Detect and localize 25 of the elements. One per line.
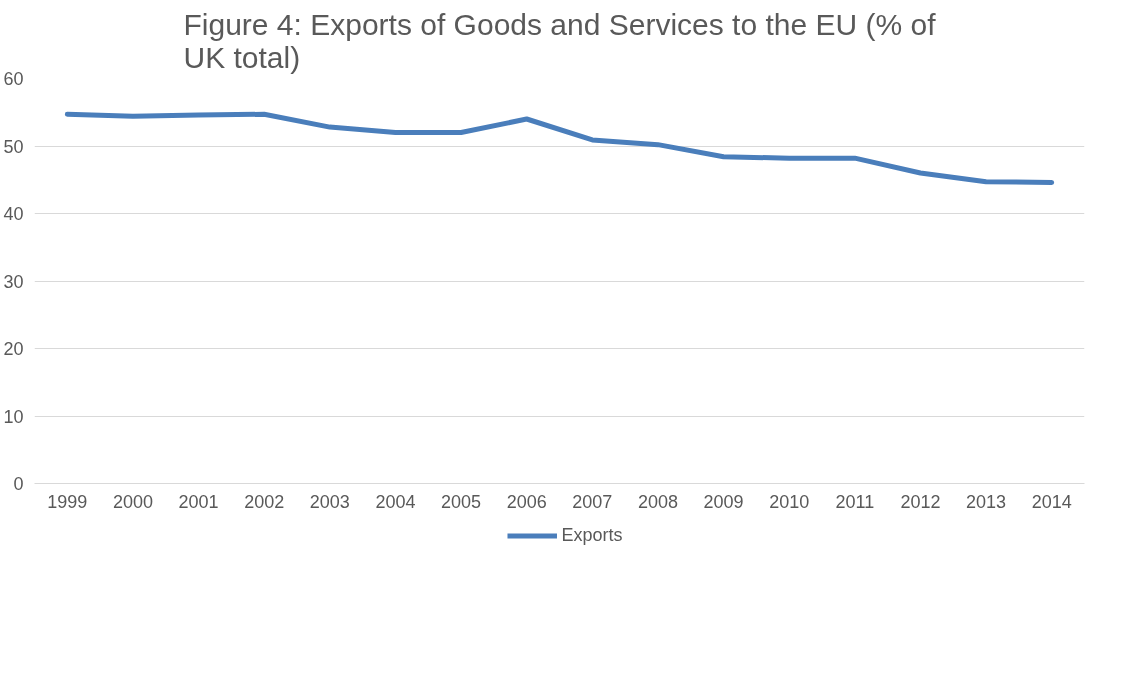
y-tick-label: 20: [3, 339, 24, 359]
y-tick-label: 50: [3, 136, 24, 157]
x-tick-label: 2000: [112, 491, 153, 512]
x-tick-label: 2013: [966, 491, 1007, 512]
x-tick-label: 2011: [835, 491, 875, 512]
x-tick-label: 2005: [441, 491, 482, 512]
y-tick-label: 30: [3, 271, 24, 292]
x-tick-label: 2010: [769, 491, 810, 512]
y-tick-label: 40: [3, 204, 24, 224]
y-tick-label: 0: [13, 474, 24, 494]
x-tick-label: 2008: [637, 491, 678, 512]
y-tick-label: 60: [3, 69, 24, 89]
x-tick-label: 2007: [572, 491, 613, 512]
x-tick-label: 2004: [375, 491, 416, 512]
x-tick-label: 2009: [703, 491, 744, 512]
chart-title: Figure 4: Exports of Goods and Services to the EU (% of UK total): [183, 7, 937, 74]
x-tick-label: 2002: [244, 491, 285, 512]
y-tick-label: 10: [3, 406, 24, 427]
x-tick-label: 1999: [47, 491, 88, 512]
x-tick-label: 2014: [1031, 491, 1072, 512]
x-tick-label: 2001: [178, 491, 219, 512]
x-tick-label: 2003: [309, 491, 350, 512]
legend-label: Exports: [561, 524, 623, 546]
x-tick-label: 2006: [506, 491, 547, 512]
x-tick-label: 2012: [900, 491, 941, 512]
